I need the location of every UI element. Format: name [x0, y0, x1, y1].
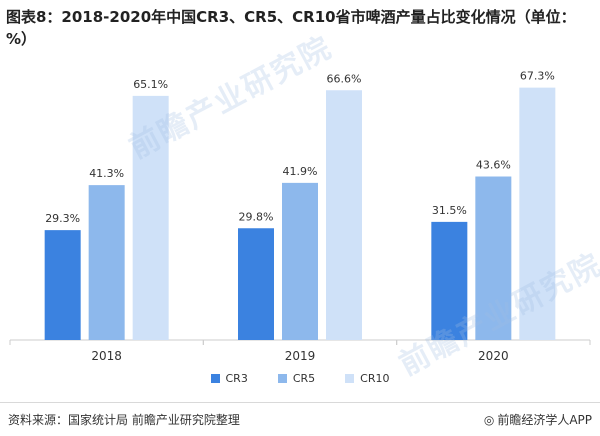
data-label: 41.9% [283, 165, 318, 178]
data-label: 66.6% [327, 72, 362, 85]
weibo-icon: ◎ [483, 412, 495, 427]
bar-cr10-2019 [326, 90, 362, 340]
bar-cr10-2020 [519, 87, 556, 340]
bar-cr3-2019 [238, 228, 274, 340]
data-label: 41.3% [89, 167, 124, 180]
data-label: 67.3% [520, 70, 555, 83]
chart-title: 图表8：2018-2020年中国CR3、CR5、CR10省市啤酒产量占比变化情况… [6, 8, 576, 48]
data-label: 29.3% [45, 212, 80, 225]
x-tick-label: 2018 [91, 349, 122, 363]
legend-label: CR3 [225, 372, 248, 385]
legend-label: CR10 [360, 372, 390, 385]
legend-swatch [345, 374, 355, 383]
bar-cr5-2018 [88, 185, 125, 340]
data-label: 65.1% [133, 78, 168, 91]
x-tick-label: 2019 [285, 349, 316, 363]
legend-swatch [277, 374, 287, 383]
bar-cr3-2020 [431, 221, 468, 340]
data-label: 29.8% [239, 210, 274, 223]
legend-swatch [210, 374, 220, 383]
legend-label: CR5 [292, 372, 316, 385]
legend-item-cr3: CR3 [210, 372, 248, 385]
data-label: 43.6% [476, 159, 511, 172]
data-label: 31.5% [432, 204, 467, 217]
x-tick-label: 2020 [478, 349, 509, 363]
bar-cr3-2018 [44, 230, 81, 340]
credit-label: 前瞻经济学人APP [497, 413, 592, 427]
bar-cr5-2020 [475, 176, 512, 340]
credit: ◎ 前瞻经济学人APP [484, 411, 592, 428]
legend-item-cr5: CR5 [277, 372, 316, 385]
legend-item-cr10: CR10 [345, 372, 389, 385]
bar-cr10-2018 [132, 95, 169, 340]
bar-chart: 29.3% 41.3% 65.1% 2018 29.8% 41.9% 66.6% 2019 31… [9, 70, 591, 363]
source-note: 资料来源：国家统计局 前瞻产业研究院整理 [8, 413, 240, 427]
chart-legend: CR3 CR5 CR10 [0, 372, 600, 385]
footer: 资料来源：国家统计局 前瞻产业研究院整理 ◎ 前瞻经济学人APP [0, 402, 600, 436]
bar-cr5-2019 [282, 182, 318, 340]
